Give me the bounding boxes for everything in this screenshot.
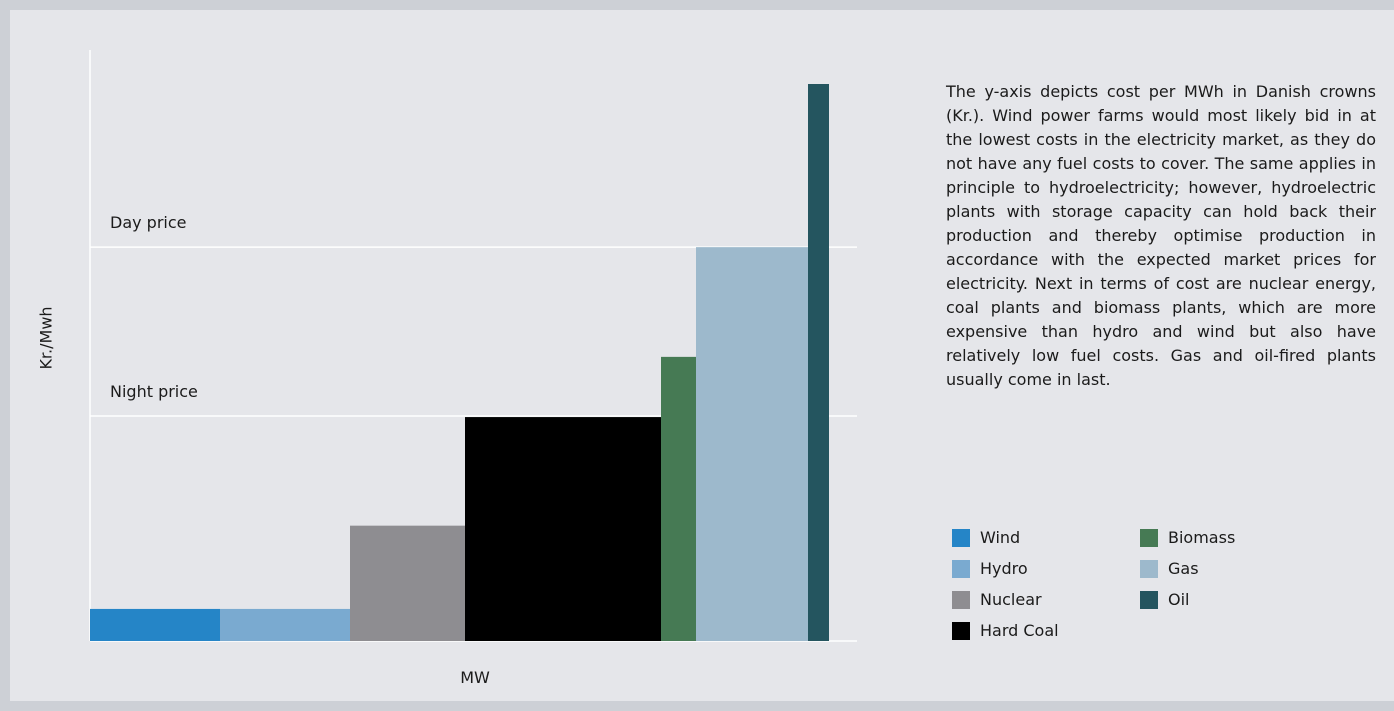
legend-item: Biomass [1140,522,1328,553]
reference-label: Night price [110,381,198,401]
legend-item: Hydro [952,553,1140,584]
legend-swatch [952,559,970,578]
legend-swatch [952,528,970,547]
legend-swatch [952,621,970,640]
legend-item: Wind [952,522,1140,553]
y-axis-label: Kr./Mwh [36,306,56,370]
bar-biomass [661,356,696,641]
legend-item: Gas [1140,553,1328,584]
legend-label: Wind [980,528,1021,547]
legend-label: Gas [1168,559,1199,578]
legend-swatch [952,590,970,609]
bar-oil [808,84,829,641]
bar-hard-coal [465,417,661,641]
bar-hydro [220,608,350,641]
legend-item: Oil [1140,584,1328,615]
bar-wind [90,608,220,641]
legend: Wind Hydro Nuclear Hard Coal Biomass Gas Oil [952,522,1372,646]
legend-swatch [1140,590,1158,609]
legend-label: Biomass [1168,528,1236,547]
bars [90,84,829,641]
reference-label: Day price [110,213,187,233]
legend-label: Nuclear [980,590,1042,609]
legend-label: Hard Coal [980,621,1059,640]
legend-label: Hydro [980,559,1028,578]
chart-description: The y-axis depicts cost per MWh in Danis… [946,82,1376,389]
legend-swatch [1140,528,1158,547]
legend-label: Oil [1168,590,1190,609]
legend-swatch [1140,559,1158,578]
bar-gas [696,247,808,641]
bar-nuclear [350,525,465,641]
x-axis-label: MW [460,668,490,687]
legend-item: Nuclear [952,584,1140,615]
legend-item: Hard Coal [952,615,1140,646]
